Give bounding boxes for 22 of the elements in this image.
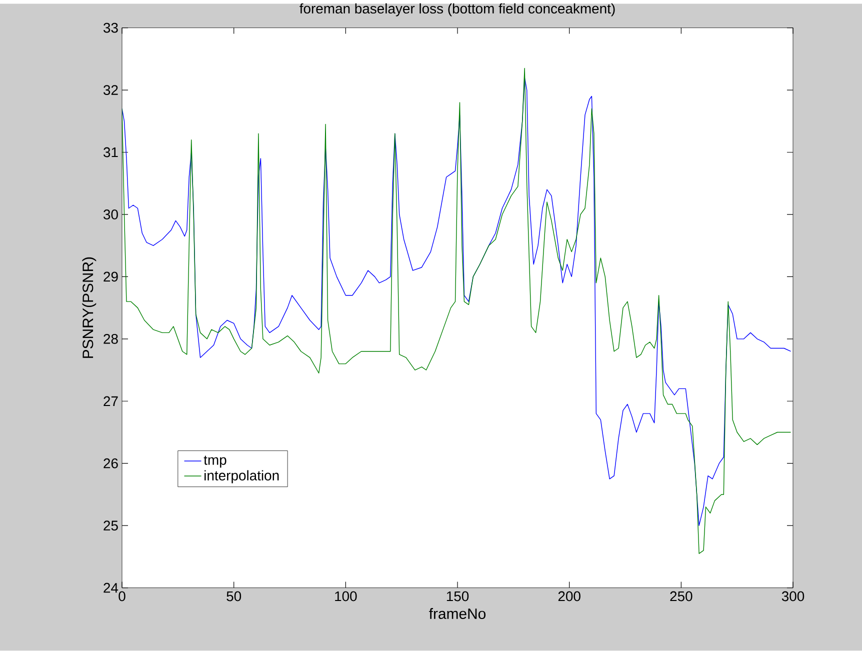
x-tick-label: 300 (782, 591, 804, 602)
y-tick-label: 30 (104, 210, 118, 220)
x-tick-label: 250 (670, 591, 692, 602)
y-tick-label: 29 (104, 272, 118, 282)
legend-label: interpolation (204, 470, 279, 484)
chart-title: foreman baselayer loss (bottom field conceakment) (300, 3, 615, 16)
legend-label: tmp (204, 456, 226, 468)
y-tick-label: 33 (104, 22, 118, 33)
x-tick-label: 200 (558, 591, 580, 602)
y-tick-label: 24 (104, 583, 118, 593)
y-tick-label: 27 (104, 396, 118, 406)
y-tick-label: 26 (104, 458, 118, 468)
x-tick-label: 0 (118, 591, 126, 602)
y-axis-title: PSNRY(PSNR) (82, 257, 96, 358)
x-tick-label: 100 (335, 591, 357, 602)
y-tick-label: 25 (104, 520, 118, 531)
y-tick-label: 28 (104, 334, 118, 344)
x-tick-label: 50 (226, 591, 242, 602)
y-tick-label: 31 (104, 147, 118, 158)
x-tick-label: 150 (446, 591, 469, 602)
y-tick-label: 32 (104, 85, 118, 96)
x-axis-title: frameNo (429, 608, 486, 620)
